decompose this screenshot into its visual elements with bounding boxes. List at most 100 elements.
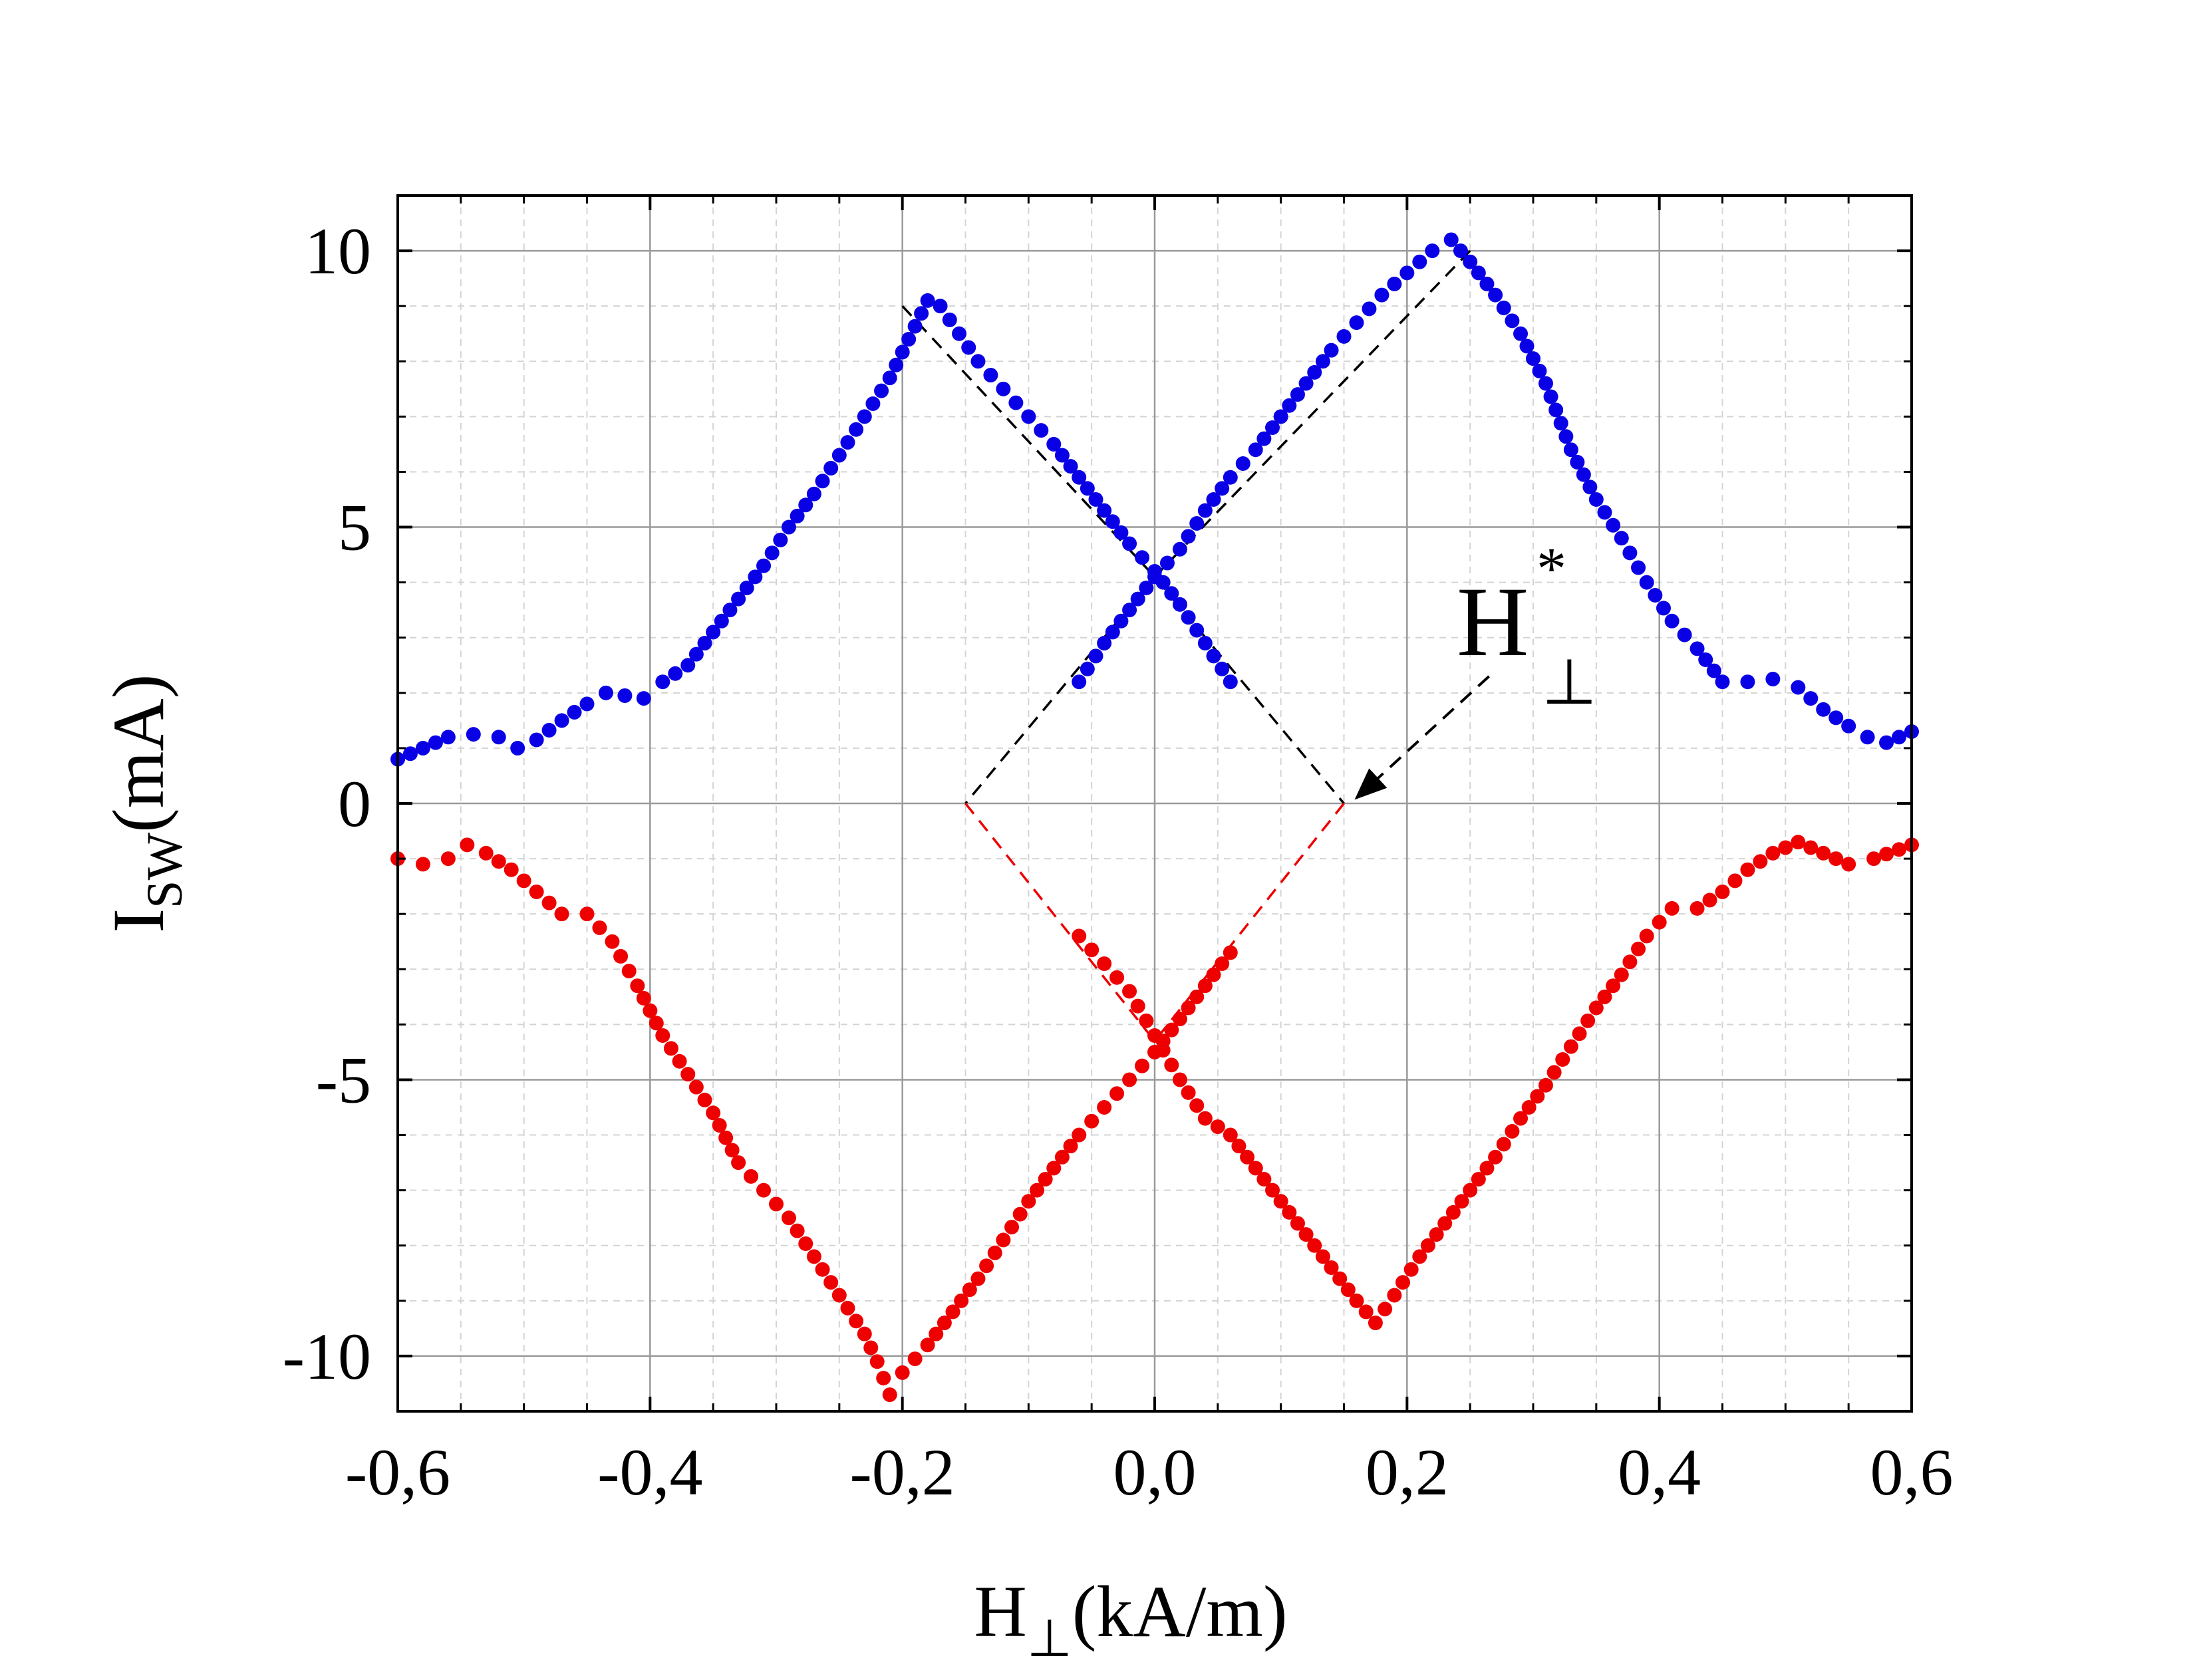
data-point <box>1753 854 1768 869</box>
x-axis-title-subscript: ⊥ <box>1027 1610 1072 1667</box>
data-point <box>1429 1227 1444 1242</box>
data-point <box>1648 588 1663 603</box>
data-point <box>1063 1139 1078 1154</box>
data-point <box>1307 1238 1322 1253</box>
data-point <box>1072 470 1087 485</box>
data-point <box>672 1053 687 1069</box>
data-point <box>1740 674 1755 690</box>
data-point <box>1223 674 1238 690</box>
y-tick-label: -10 <box>283 1320 371 1393</box>
x-tick-label: -0,6 <box>345 1435 450 1509</box>
data-point <box>1530 1089 1545 1104</box>
data-point <box>529 884 544 899</box>
data-point <box>1570 454 1585 470</box>
data-point <box>1740 862 1755 877</box>
data-point <box>1563 1039 1578 1054</box>
data-point <box>831 1288 847 1303</box>
annotation-subscript: ⊥ <box>1542 647 1597 718</box>
data-point <box>1362 301 1377 317</box>
data-point <box>1189 623 1205 638</box>
data-point <box>781 519 796 535</box>
data-point <box>1080 661 1095 676</box>
data-point <box>1290 387 1305 402</box>
data-point <box>1054 1149 1070 1165</box>
data-point <box>415 740 430 756</box>
data-point <box>1614 531 1629 546</box>
data-point <box>1454 1194 1469 1209</box>
data-point <box>1282 398 1297 413</box>
data-point <box>1139 580 1154 595</box>
data-point <box>1403 1262 1419 1277</box>
data-point <box>1290 1216 1305 1231</box>
data-point <box>1791 835 1806 850</box>
data-point <box>1558 429 1574 444</box>
data-point <box>806 486 821 501</box>
data-point <box>643 1003 658 1018</box>
data-point <box>613 948 629 964</box>
data-point <box>1122 1072 1137 1087</box>
data-point <box>541 722 557 738</box>
data-point <box>1054 448 1070 463</box>
data-point <box>731 1155 746 1171</box>
y-axis-title: ISW(mA) <box>98 674 193 933</box>
data-point <box>857 1326 872 1341</box>
annotation-arrow <box>1354 675 1490 800</box>
data-point <box>954 1293 969 1308</box>
data-point <box>1437 1216 1453 1231</box>
data-point <box>1399 265 1415 281</box>
data-point <box>942 312 957 327</box>
data-point <box>1215 956 1230 971</box>
data-point <box>1879 847 1894 862</box>
data-point <box>1803 840 1819 855</box>
data-point <box>1368 1316 1383 1331</box>
data-point <box>952 326 967 341</box>
data-point <box>1113 525 1129 540</box>
data-point <box>1563 442 1578 458</box>
annotation-label: H <box>1457 567 1529 677</box>
data-point <box>1677 627 1692 642</box>
data-point <box>1765 672 1781 687</box>
data-point <box>1479 1161 1495 1176</box>
data-point <box>1479 276 1495 291</box>
data-point <box>869 1354 885 1369</box>
data-point <box>1088 648 1103 664</box>
data-point <box>1513 1111 1529 1126</box>
data-point <box>655 674 670 690</box>
data-point <box>849 1314 864 1329</box>
data-point <box>970 1271 986 1286</box>
data-point <box>1189 516 1205 531</box>
data-point <box>1122 536 1137 551</box>
data-point <box>1265 1183 1280 1198</box>
annotation-main: H <box>1457 567 1529 677</box>
data-point <box>541 895 557 910</box>
data-point <box>874 383 889 398</box>
data-point <box>579 696 595 712</box>
data-point <box>598 685 613 700</box>
data-point <box>1256 431 1272 446</box>
data-point <box>636 990 651 1006</box>
data-point <box>1248 442 1263 458</box>
data-point <box>1553 416 1568 431</box>
y-tick-label: 10 <box>305 214 371 288</box>
x-tick-label: -0,2 <box>850 1435 955 1509</box>
data-point <box>1298 376 1314 391</box>
data-point <box>1488 1149 1503 1165</box>
data-point <box>1122 603 1137 618</box>
data-point <box>790 508 805 523</box>
data-point <box>668 666 683 681</box>
data-point <box>1622 954 1638 970</box>
data-point <box>1349 315 1364 331</box>
data-point <box>1210 1119 1225 1135</box>
data-point <box>1021 409 1036 424</box>
data-point <box>1841 857 1856 872</box>
data-point <box>895 1365 910 1380</box>
data-point <box>1546 1065 1562 1080</box>
data-point <box>554 713 569 728</box>
data-point <box>722 603 738 618</box>
data-point <box>907 1351 923 1367</box>
data-point <box>1248 1161 1263 1176</box>
data-point <box>1879 735 1894 750</box>
data-point <box>440 851 456 867</box>
data-point <box>1122 984 1137 999</box>
data-point <box>510 740 525 756</box>
